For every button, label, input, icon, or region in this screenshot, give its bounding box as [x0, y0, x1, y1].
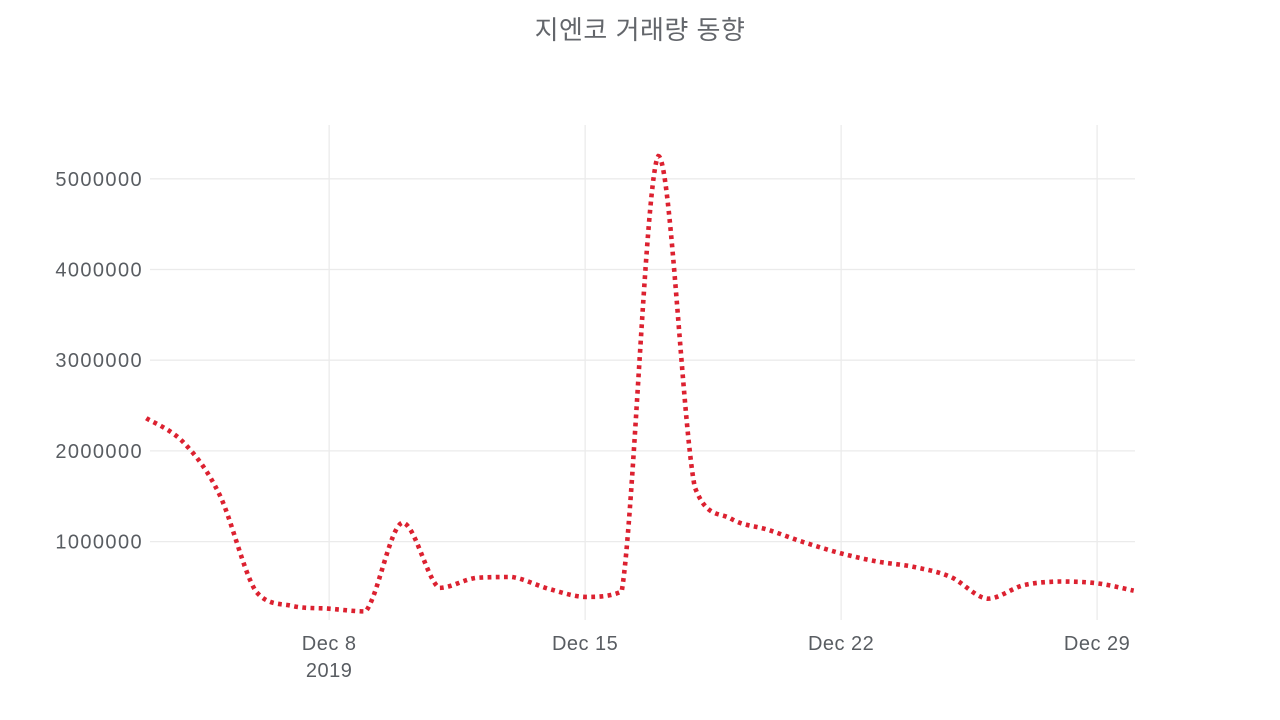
x-tick-label: Dec 29 [1064, 633, 1130, 655]
y-tick-label: 1000000 [55, 532, 143, 554]
x-tick-year-label: 2019 [306, 660, 353, 682]
y-tick-label: 4000000 [55, 260, 143, 282]
gridlines [150, 125, 1135, 620]
chart-title: 지엔코 거래량 동향 [535, 15, 746, 45]
volume-line-series [145, 153, 1135, 614]
y-tick-label: 3000000 [55, 350, 143, 372]
y-tick-label: 5000000 [55, 169, 143, 191]
x-tick-label: Dec 15 [552, 633, 618, 655]
y-tick-label: 2000000 [55, 441, 143, 463]
x-tick-label: Dec 8 [302, 633, 357, 655]
x-tick-label: Dec 22 [808, 633, 874, 655]
axis-tick-labels: 1000000 2000000 3000000 4000000 5000000 Dec 8… [55, 169, 1130, 682]
